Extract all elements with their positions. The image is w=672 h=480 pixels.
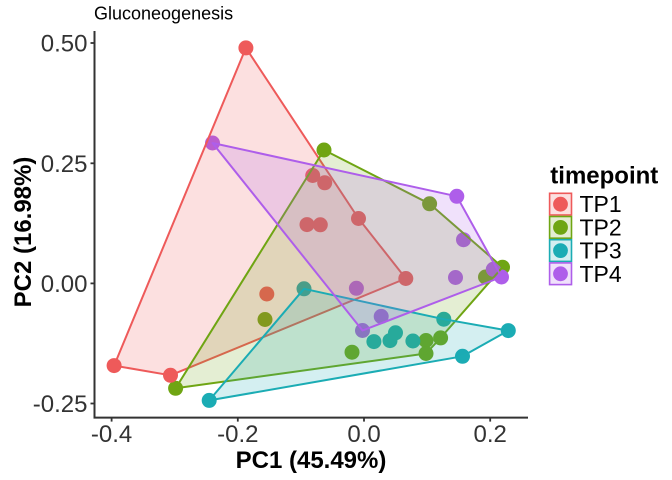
svg-text:timepoint: timepoint (550, 163, 658, 190)
svg-text:0.25: 0.25 (41, 151, 88, 178)
svg-text:TP4: TP4 (580, 261, 622, 287)
svg-text:TP3: TP3 (580, 238, 622, 264)
svg-text:PC1 (45.49%): PC1 (45.49%) (236, 447, 387, 474)
svg-text:PC2 (16.98%): PC2 (16.98%) (10, 157, 37, 308)
svg-text:0.50: 0.50 (41, 31, 88, 58)
svg-text:TP1: TP1 (580, 191, 622, 217)
svg-text:TP2: TP2 (580, 214, 622, 240)
svg-text:0.2: 0.2 (474, 421, 507, 448)
svg-text:Gluconeogenesis: Gluconeogenesis (94, 4, 233, 24)
svg-text:0.0: 0.0 (347, 421, 380, 448)
svg-text:-0.2: -0.2 (217, 421, 258, 448)
svg-text:0.00: 0.00 (41, 271, 88, 298)
svg-text:-0.25: -0.25 (33, 391, 88, 418)
svg-text:-0.4: -0.4 (91, 421, 132, 448)
